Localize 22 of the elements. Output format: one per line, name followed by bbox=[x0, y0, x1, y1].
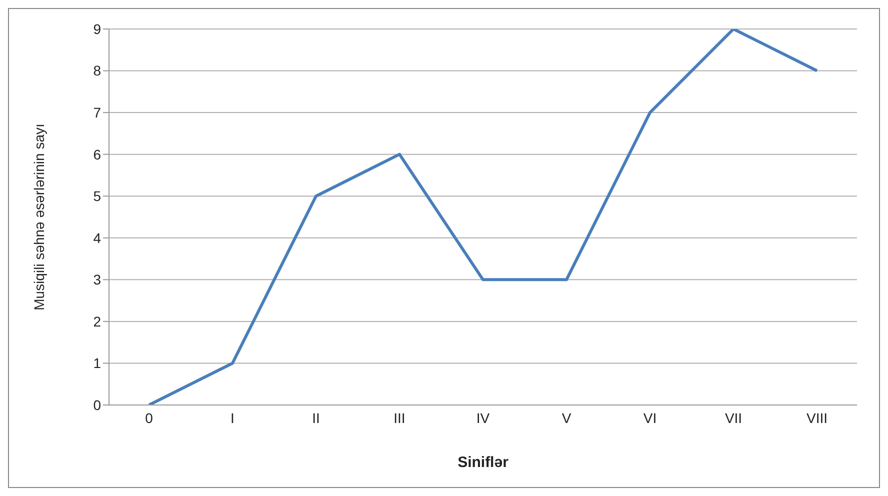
y-tick-label: 4 bbox=[93, 230, 102, 246]
y-tick-label: 3 bbox=[93, 272, 102, 288]
y-tick-label: 9 bbox=[93, 20, 102, 37]
y-tick-label: 2 bbox=[93, 313, 102, 330]
y-tick-label: 6 bbox=[93, 146, 102, 162]
y-tick-label: 7 bbox=[93, 104, 102, 121]
x-tick-label: VIII bbox=[806, 410, 828, 426]
y-tick-label: 1 bbox=[93, 355, 102, 372]
x-axis-title: Siniflər bbox=[458, 454, 509, 471]
x-tick-label: 0 bbox=[145, 410, 154, 426]
x-tick-label: VI bbox=[643, 410, 657, 426]
y-axis-title: Musiqili səhnə əsərlərinin sayı bbox=[30, 124, 47, 310]
x-tick-label: II bbox=[312, 410, 320, 426]
y-tick-label: 8 bbox=[93, 62, 102, 79]
y-tick-label: 0 bbox=[93, 396, 102, 413]
x-tick-label: IV bbox=[476, 410, 490, 426]
x-tick-label: III bbox=[394, 410, 406, 426]
x-tick-label: I bbox=[230, 410, 234, 426]
line-series bbox=[148, 29, 818, 405]
x-tick-label: VII bbox=[724, 410, 742, 426]
x-tick-label: V bbox=[562, 410, 572, 426]
y-tick-label: 5 bbox=[93, 188, 102, 204]
